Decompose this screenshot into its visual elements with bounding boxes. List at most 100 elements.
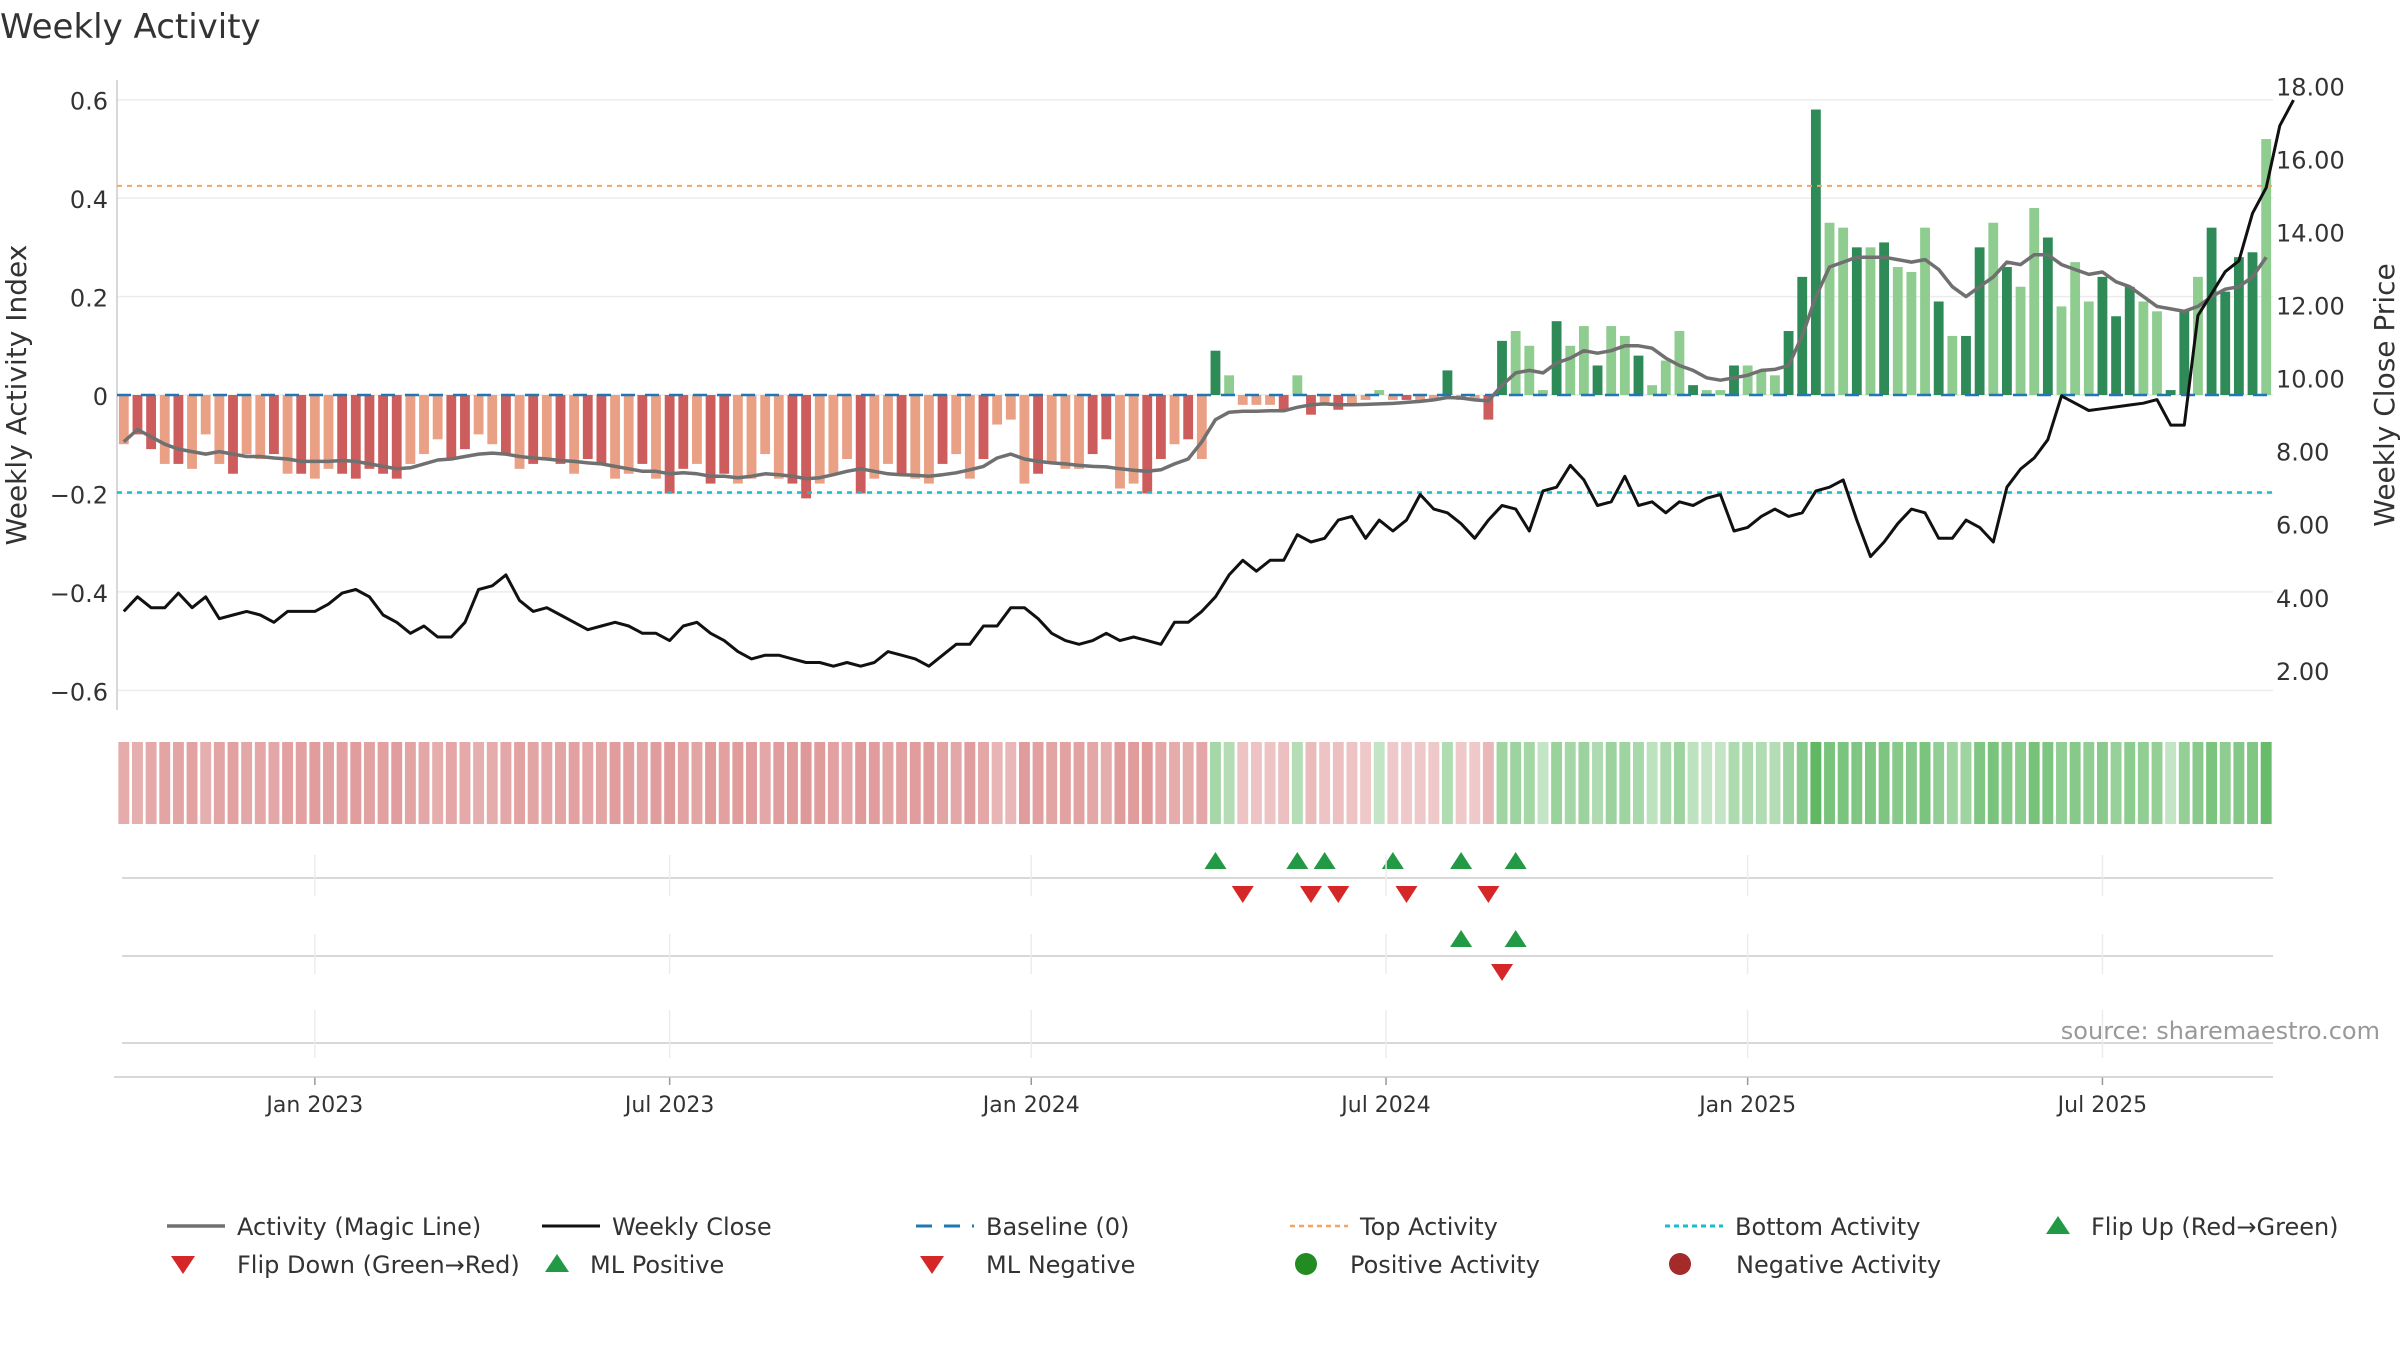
activity-strip-cell (1523, 742, 1535, 824)
activity-strip-cell (459, 742, 471, 824)
activity-strip-cell (1960, 742, 1972, 824)
activity-bar (1865, 247, 1876, 395)
activity-strip-cell (855, 742, 867, 824)
activity-strip-cell (1824, 742, 1835, 824)
activity-bar (487, 395, 498, 445)
activity-strip-cell (677, 742, 689, 824)
activity-strip-cell (1878, 742, 1890, 824)
activity-strip-cell (309, 742, 321, 824)
activity-bar (732, 395, 743, 484)
activity-bar (446, 395, 457, 459)
activity-strip-cell (1005, 742, 1017, 824)
activity-bar (746, 395, 757, 479)
legend-label: Positive Activity (1350, 1251, 1540, 1279)
legend-item-mlpos: ML Positive (545, 1251, 724, 1279)
activity-bar (1115, 395, 1125, 489)
activity-strip-cell (868, 742, 880, 824)
activity-strip-cell (1455, 742, 1467, 824)
x-tick-label: Jul 2024 (1339, 1093, 1431, 1118)
activity-strip-cell (595, 742, 607, 824)
activity-strip-cell (514, 742, 526, 824)
activity-bar (214, 395, 225, 464)
activity-bar (2138, 301, 2149, 395)
activity-bar (1278, 395, 1289, 410)
activity-strip-cell (882, 742, 894, 824)
activity-strip-cell (773, 742, 785, 824)
activity-strip-cell (1332, 742, 1344, 824)
y2-tick-label: 10.00 (2276, 366, 2345, 394)
activity-bar (910, 395, 921, 479)
activity-strip-cell (1210, 742, 1221, 824)
activity-strip-cell (978, 742, 989, 824)
activity-strip-cell (1046, 742, 1058, 824)
activity-bar (1101, 395, 1112, 440)
activity-strip-cell (241, 742, 253, 824)
tick-labels: 0.6 0.4 0.2 0 −0.2 −0.4 −0.6 18.00 16.00 14.00 12.… (50, 73, 2345, 1118)
activity-strip-cell (937, 742, 949, 824)
activity-bar (1715, 390, 1726, 395)
activity-bar (582, 395, 593, 459)
activity-strip-cell (1946, 742, 1958, 824)
activity-strip-cell (1496, 742, 1508, 824)
legend-item-top: Top Activity (1290, 1213, 1498, 1241)
activity-strip-cell (2233, 742, 2245, 824)
activity-bar (500, 395, 511, 455)
activity-bar (378, 395, 389, 474)
activity-strip-cell (418, 742, 430, 824)
legend-label: Negative Activity (1736, 1251, 1941, 1279)
flip-up-marker (1450, 930, 1473, 947)
activity-bar (555, 395, 566, 464)
activity-bar (692, 395, 702, 464)
activity-bar (1674, 331, 1685, 395)
activity-bar (1333, 395, 1344, 410)
activity-strip-cell (1169, 742, 1180, 824)
activity-bar (596, 395, 607, 464)
activity-bar (1660, 360, 1671, 395)
legend-item-posact: Positive Activity (1295, 1251, 1540, 1279)
activity-strip-cell (1919, 742, 1931, 824)
activity-bar (1647, 385, 1658, 395)
activity-strip-cell (1605, 742, 1617, 824)
activity-bar (282, 395, 293, 474)
activity-bar (801, 395, 812, 499)
activity-strip-cell (1305, 742, 1317, 824)
x-tick-label: Jul 2023 (623, 1093, 715, 1118)
activity-strip-cell (636, 742, 648, 824)
activity-strip-cell (2178, 742, 2190, 824)
activity-strip-cell (2124, 742, 2136, 824)
activity-bar (1578, 326, 1589, 395)
activity-bar (1497, 340, 1507, 395)
activity-bar (637, 395, 648, 464)
legend-swatch-up-triangle (545, 1254, 569, 1272)
legend-label: Activity (Magic Line) (237, 1213, 481, 1241)
activity-bar (978, 395, 989, 459)
flip-up-marker (1313, 852, 1336, 869)
legend-item-bottom: Bottom Activity (1665, 1213, 1920, 1241)
activity-bar (678, 395, 689, 469)
activity-strip-cell (1837, 742, 1849, 824)
flip-down-marker (1299, 886, 1322, 903)
activity-strip-cell (1196, 742, 1208, 824)
flip-up-marker (1450, 852, 1473, 869)
y-tick-label: 0.2 (70, 285, 108, 313)
activity-bar (1851, 247, 1862, 395)
y2-tick-label: 2.00 (2276, 658, 2329, 686)
activity-bar (2233, 257, 2244, 395)
activity-strip-cell (1592, 742, 1604, 824)
activity-strip-cell (732, 742, 744, 824)
y2-tick-label: 12.00 (2276, 293, 2345, 321)
activity-strip-cell (909, 742, 921, 824)
activity-strip (118, 742, 2272, 824)
y-tick-label: 0.4 (70, 186, 108, 214)
activity-bar (2165, 390, 2176, 395)
activity-bar (173, 395, 184, 464)
activity-strip-cell (1660, 742, 1672, 824)
legend-swatch-red-dot (1669, 1253, 1691, 1275)
activity-bar (296, 395, 307, 474)
activity-strip-cell (1114, 742, 1126, 824)
activity-strip-cell (2096, 742, 2108, 824)
activity-strip-cell (377, 742, 389, 824)
activity-strip-cell (1578, 742, 1590, 824)
activity-strip-cell (1537, 742, 1549, 824)
activity-strip-cell (2015, 742, 2027, 824)
